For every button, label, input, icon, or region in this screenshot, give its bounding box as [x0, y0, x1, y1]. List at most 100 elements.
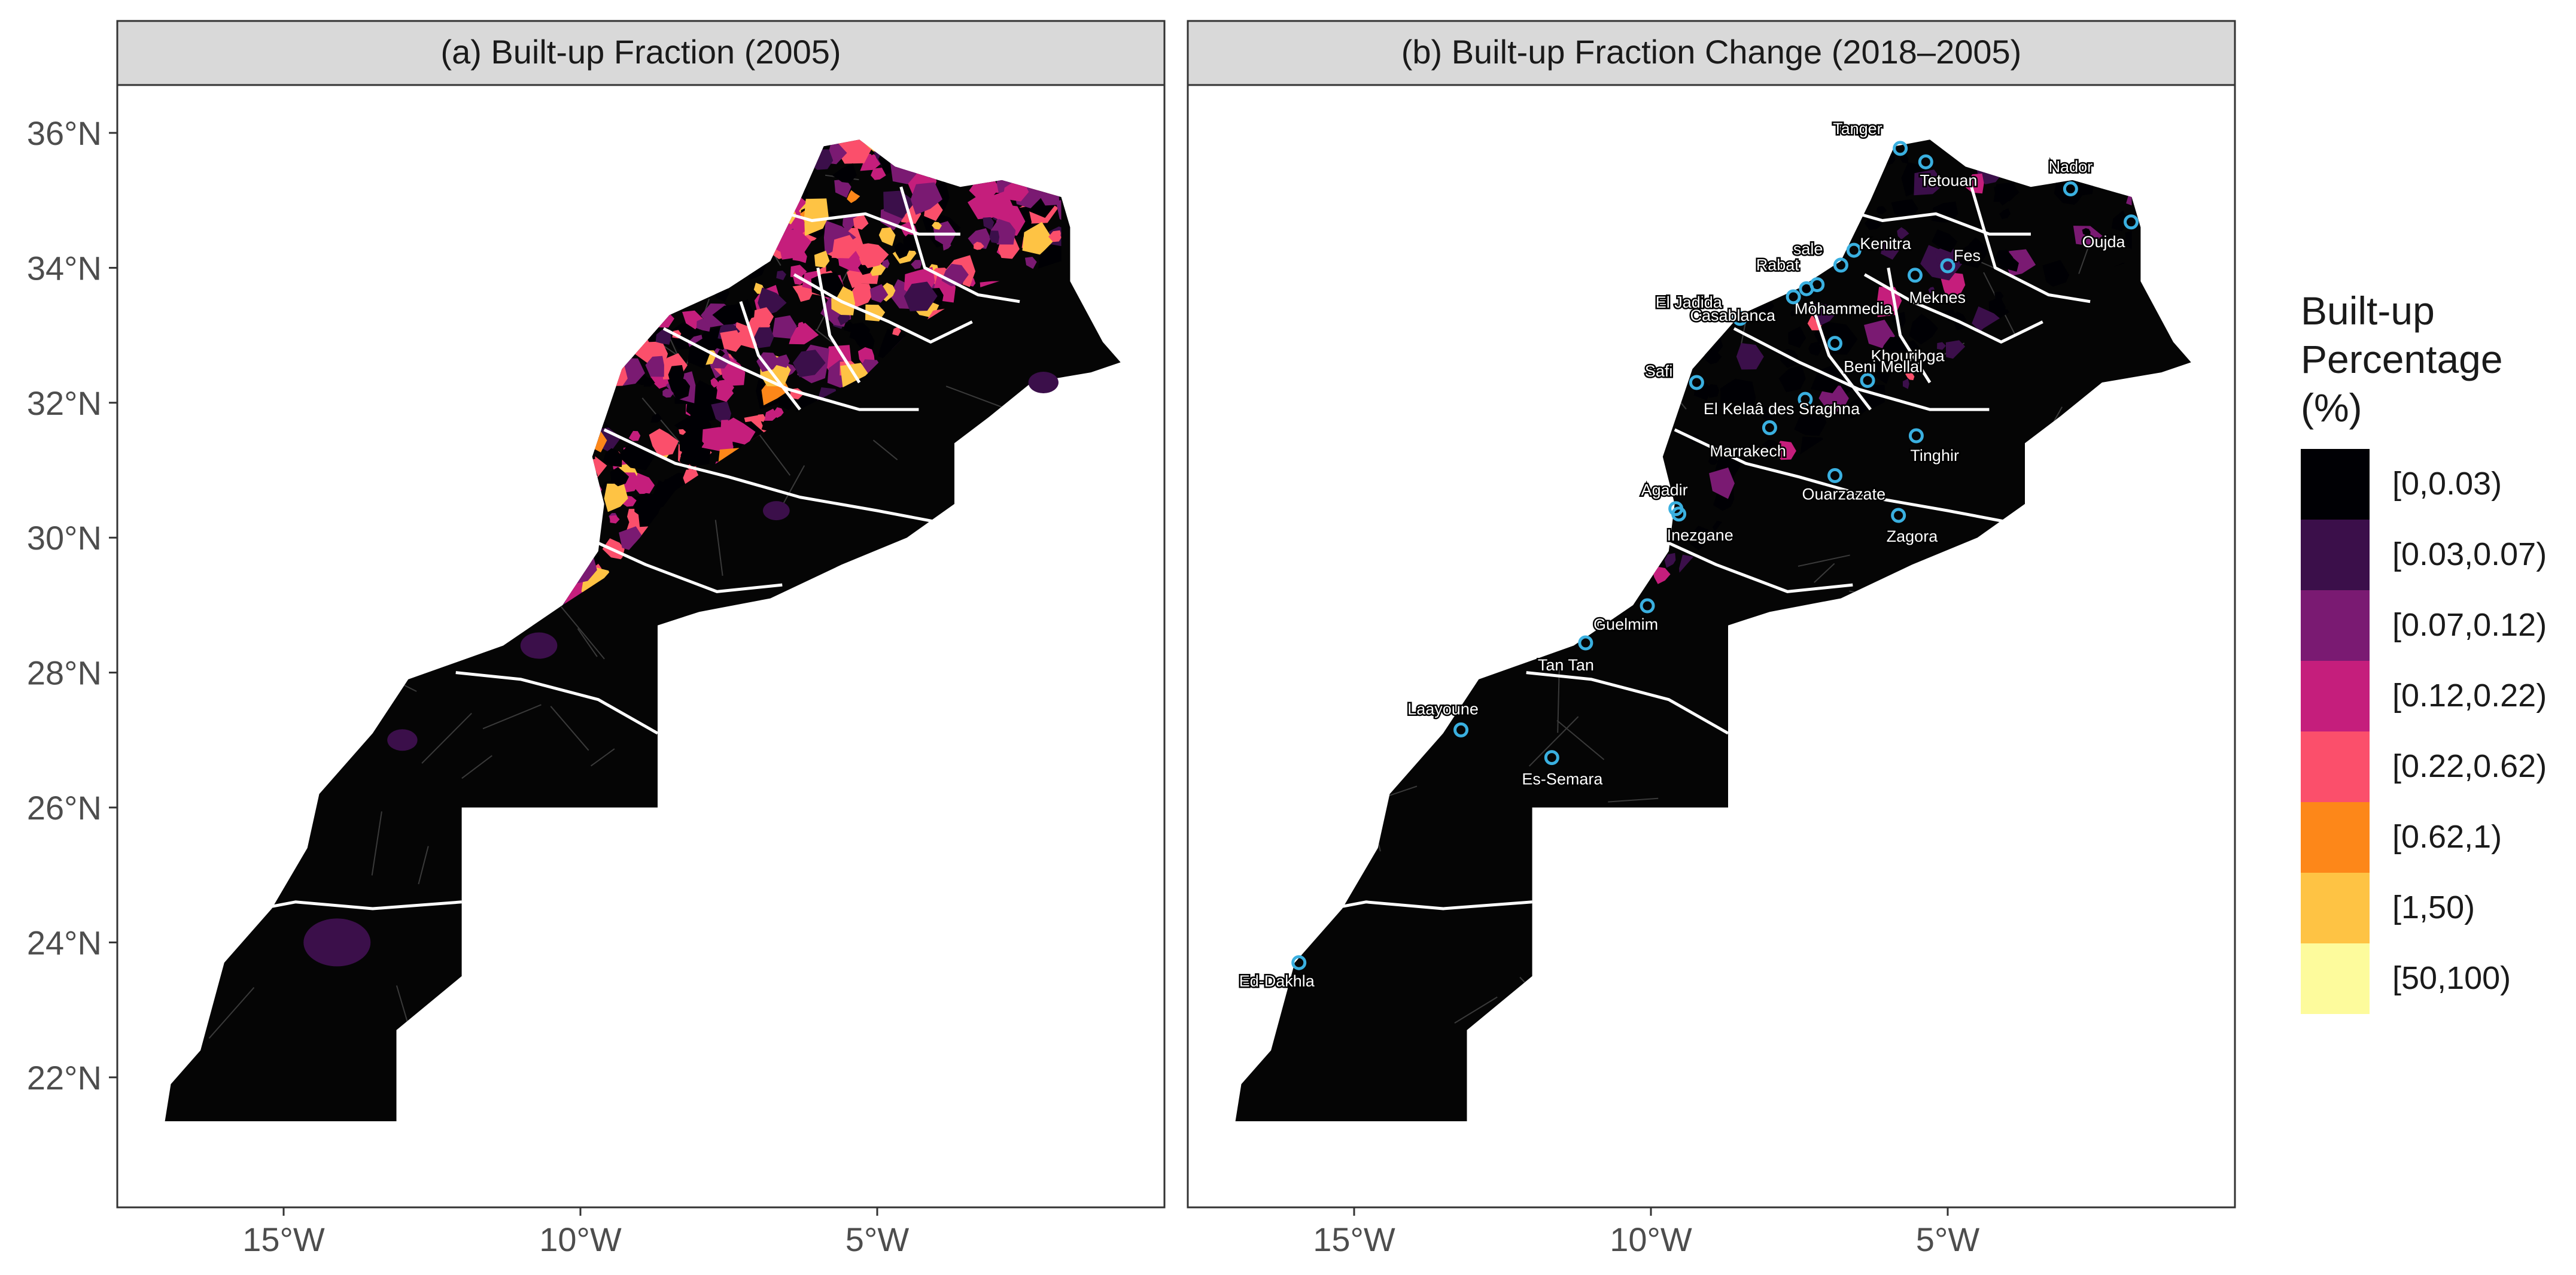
longitude-axis-a: 15°W 10°W 5°W — [242, 1207, 909, 1258]
city-label: Tan Tan — [1538, 656, 1594, 674]
city-label: Khouribga — [1871, 347, 1945, 365]
lon-tick-label: 5°W — [1916, 1221, 1980, 1258]
city-label: Ed-Dakhla — [1239, 972, 1315, 990]
latitude-axis: 36°N 34°N 32°N 30°N 28°N 26°N 24°N 22°N — [27, 114, 117, 1097]
city-label: El Kelaâ des Sraghna — [1704, 400, 1860, 418]
legend-swatch — [2301, 449, 2370, 520]
lat-tick-label: 26°N — [27, 789, 102, 827]
city-marker — [2063, 181, 2078, 197]
city-marker — [1891, 508, 1906, 523]
lat-tick-label: 24°N — [27, 924, 102, 961]
legend-swatch — [2301, 943, 2370, 1014]
panel-a-strip — [116, 20, 1166, 86]
city-marker — [1833, 257, 1848, 273]
city-label: Agadir — [1641, 481, 1688, 499]
city-label: Tetouan — [1920, 171, 1977, 189]
legend-label: [0.62,1) — [2392, 819, 2502, 855]
panel-a-title: (a) Built-up Fraction (2005) — [440, 33, 841, 71]
legend-label: [0,0.03) — [2392, 466, 2502, 502]
city-marker — [1860, 373, 1875, 388]
legend-label: [0.03,0.07) — [2392, 536, 2547, 572]
city-marker — [1689, 375, 1704, 390]
lat-tick-label: 34°N — [27, 249, 102, 287]
city-marker — [1940, 258, 1955, 274]
land-mass — [1235, 139, 2191, 1122]
city-label: Fes — [1954, 247, 1981, 265]
lon-tick-label: 15°W — [1313, 1221, 1395, 1258]
lat-tick-label: 36°N — [27, 114, 102, 152]
legend-swatch — [2301, 731, 2370, 802]
lat-tick-label: 22°N — [27, 1059, 102, 1097]
legend-swatch — [2301, 661, 2370, 731]
region-boundaries — [224, 186, 1020, 917]
city-marker — [1908, 428, 1924, 444]
legend-label: [50,100) — [2392, 960, 2511, 996]
city-label: Rabat — [1756, 256, 1800, 274]
city-label: Tanger — [1833, 120, 1882, 138]
city-marker — [1453, 722, 1469, 737]
panel-a: (a) Built-up Fraction (2005) 36°N 34°N 32°… — [27, 20, 1166, 1258]
legend-swatch — [2301, 873, 2370, 943]
city-label: Laayoune — [1407, 700, 1479, 718]
city-marker — [1827, 468, 1843, 484]
city-label: Zagora — [1887, 527, 1939, 545]
city-marker — [1799, 281, 1814, 296]
legend-label: [1,50) — [2392, 890, 2475, 925]
city-label: Safi — [1645, 362, 1673, 380]
city-marker — [1762, 420, 1777, 435]
city-marker — [1291, 955, 1307, 970]
city-marker — [1827, 336, 1843, 351]
city-marker — [1798, 391, 1813, 407]
city-label: El Jadida — [1656, 293, 1723, 311]
city-marker — [1786, 289, 1801, 305]
city-marker — [1846, 242, 1862, 258]
city-label: Tinghir — [1910, 447, 1959, 465]
panel-b: (b) Built-up Fraction Change (2018–2005)… — [1187, 20, 2236, 1258]
legend-swatch — [2301, 590, 2370, 661]
land-mass — [165, 139, 1121, 1122]
legend-title-line-1: Built-up — [2301, 289, 2435, 333]
city-label: Ouarzazate — [1802, 485, 1886, 503]
legend-swatch — [2301, 802, 2370, 873]
legend-swatch — [2301, 520, 2370, 590]
city-label: Nador — [2049, 158, 2093, 176]
region-boundaries — [1294, 186, 2091, 917]
city-label: Mohammedia — [1795, 299, 1893, 317]
city-label: Guelmim — [1593, 615, 1658, 633]
city-label: Inezgane — [1667, 526, 1733, 544]
city-marker — [1893, 141, 1908, 156]
legend-title-line-2: Percentage — [2301, 337, 2503, 381]
lon-tick-label: 10°W — [539, 1221, 622, 1258]
city-label: Casablanca — [1690, 306, 1776, 324]
city-markers: Tanger Tetouan Nador Oujda Kenitra sale Fes Rab… — [1237, 118, 2139, 992]
legend-label: [0.07,0.12) — [2392, 607, 2547, 643]
city-label: Beni Mellal — [1844, 358, 1923, 376]
lat-tick-label: 30°N — [27, 519, 102, 557]
panel-b-title: (b) Built-up Fraction Change (2018–2005) — [1401, 33, 2022, 71]
city-marker — [1544, 750, 1559, 766]
city-label: Oujda — [2082, 233, 2125, 251]
city-marker — [1671, 506, 1687, 522]
city-marker — [2124, 214, 2139, 230]
city-label: Meknes — [1909, 289, 1966, 306]
city-label: Marrakech — [1710, 442, 1786, 460]
city-marker — [1578, 635, 1593, 651]
lon-tick-label: 15°W — [242, 1221, 325, 1258]
lat-tick-label: 32°N — [27, 384, 102, 422]
city-marker — [1640, 598, 1655, 614]
city-marker — [1732, 311, 1748, 326]
city-label: Es-Semara — [1522, 770, 1603, 788]
city-marker — [1918, 154, 1933, 169]
legend-title-line-3: (%) — [2301, 385, 2362, 430]
longitude-axis-b: 15°W 10°W 5°W — [1313, 1207, 1979, 1258]
legend-label: [0.22,0.62) — [2392, 748, 2547, 784]
city-label: sale — [1793, 240, 1823, 258]
panel-b-strip — [1187, 20, 2236, 86]
lat-tick-label: 28°N — [27, 654, 102, 692]
city-marker — [1907, 268, 1923, 283]
lon-tick-label: 5°W — [846, 1221, 910, 1258]
lon-tick-label: 10°W — [1610, 1221, 1692, 1258]
city-label: Kenitra — [1860, 235, 1912, 253]
legend-label: [0.12,0.22) — [2392, 678, 2547, 714]
